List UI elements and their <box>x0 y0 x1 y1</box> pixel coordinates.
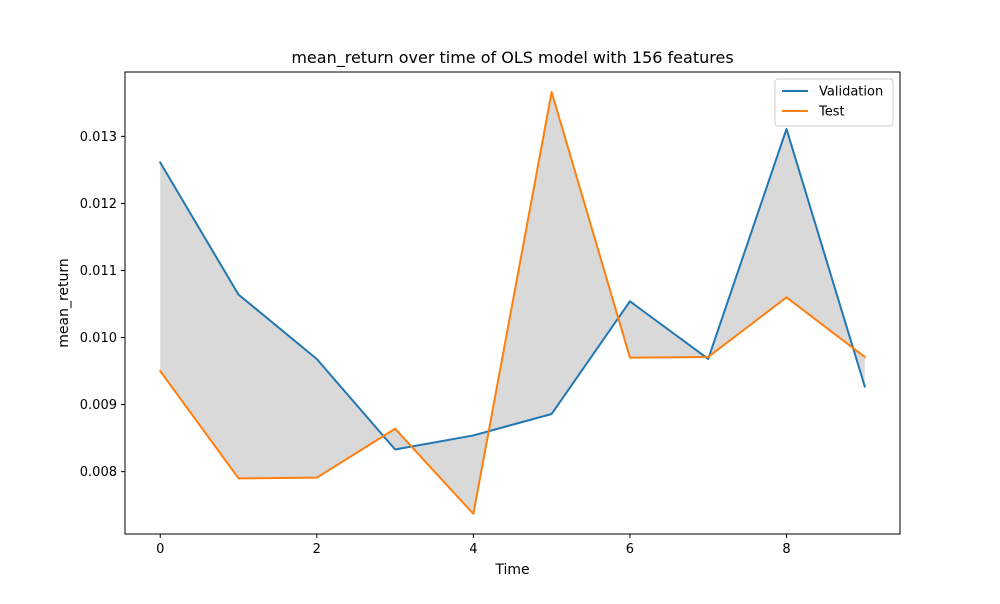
x-tick-label: 8 <box>782 542 790 557</box>
y-tick-label: 0.011 <box>80 264 117 279</box>
series-line-test <box>158 91 867 515</box>
x-tick-label: 4 <box>469 542 477 557</box>
y-tick-label: 0.009 <box>80 398 117 413</box>
y-axis: 0.008 0.009 0.010 0.011 0.012 0.013 <box>80 130 125 480</box>
y-tick-label: 0.010 <box>80 331 117 346</box>
plot-frame <box>124 71 901 535</box>
y-tick-label: 0.013 <box>80 130 117 145</box>
series-line-validation <box>158 127 867 451</box>
x-axis: 0 2 4 6 8 <box>156 534 791 557</box>
legend-label-test: Test <box>818 105 845 120</box>
x-axis-label: Time <box>494 562 529 578</box>
legend: Validation Test <box>774 78 894 127</box>
y-axis-label: mean_return <box>56 258 72 348</box>
x-tick-label: 2 <box>313 542 321 557</box>
legend-label-validation: Validation <box>819 85 883 100</box>
fill-between-area <box>160 92 865 514</box>
x-tick-label: 6 <box>626 542 634 557</box>
plot-area <box>158 91 867 515</box>
y-tick-label: 0.008 <box>80 465 117 480</box>
chart-title: mean_return over time of OLS model with … <box>291 48 733 68</box>
y-tick-label: 0.012 <box>80 197 117 212</box>
x-tick-label: 0 <box>156 542 164 557</box>
